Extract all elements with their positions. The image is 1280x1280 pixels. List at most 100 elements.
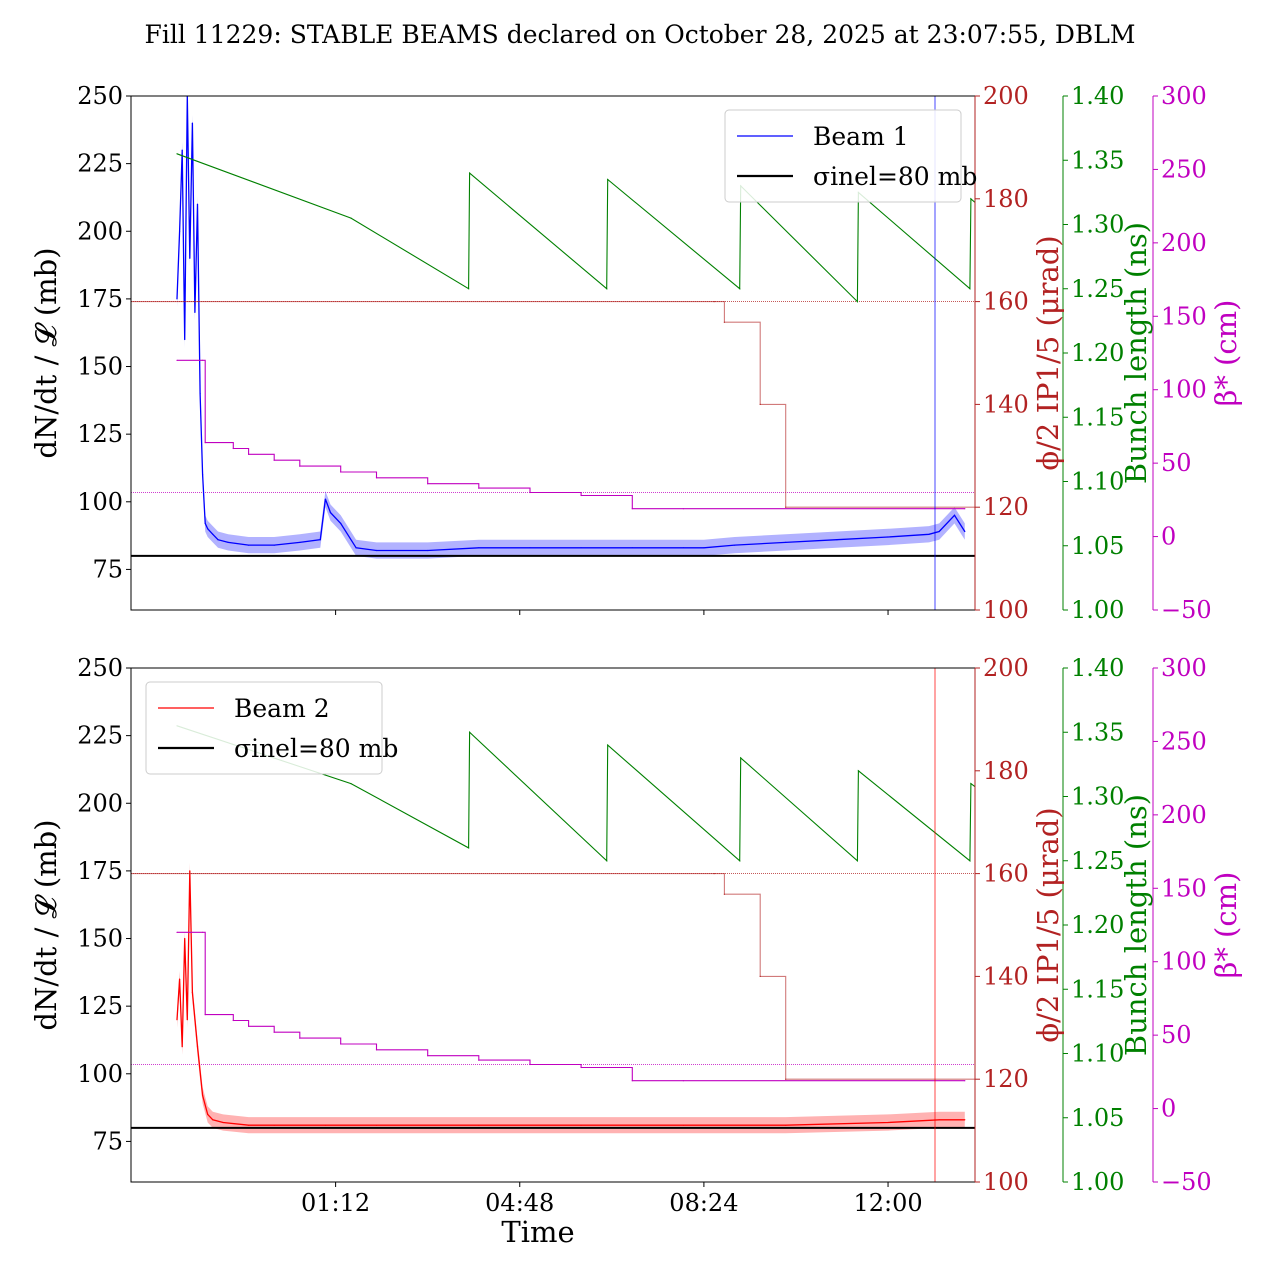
right-tick-label-beta: 100 xyxy=(1161,948,1207,976)
right-tick-label-crossing: 100 xyxy=(983,1168,1029,1196)
data-point xyxy=(713,873,715,875)
right-tick-label-bunch: 1.40 xyxy=(1071,654,1124,682)
right-tick-label-crossing: 160 xyxy=(983,288,1029,316)
series-group xyxy=(131,96,975,559)
data-point xyxy=(176,1019,178,1021)
data-point xyxy=(176,359,178,361)
x-tick-label: 04:48 xyxy=(485,1189,554,1217)
data-point xyxy=(179,230,181,232)
data-point xyxy=(723,893,726,895)
data-point xyxy=(340,1043,342,1045)
right-tick-label-beta: 0 xyxy=(1161,1095,1176,1123)
left-tick-label: 250 xyxy=(77,654,123,682)
left-tick-label: 125 xyxy=(77,992,123,1020)
right-tick-label-crossing: 140 xyxy=(983,962,1029,990)
data-point xyxy=(723,321,726,323)
data-point xyxy=(785,1124,787,1126)
series-line-crossing-angle xyxy=(131,301,975,508)
right-tick-label-bunch: 1.05 xyxy=(1071,1104,1124,1132)
data-point xyxy=(202,474,204,476)
data-point xyxy=(248,544,250,546)
data-point xyxy=(212,1119,214,1121)
data-point xyxy=(324,1124,326,1126)
right-tick-label-beta: 300 xyxy=(1161,82,1207,110)
right-tick-label-beta: 150 xyxy=(1161,874,1207,902)
right-axis-label-crossing: ϕ/2 IP1/5 (μrad) xyxy=(1031,807,1065,1042)
data-point xyxy=(469,172,471,174)
right-tick-label-beta: 250 xyxy=(1161,727,1207,755)
data-point xyxy=(964,1080,966,1082)
data-point xyxy=(631,508,633,510)
data-point xyxy=(248,453,250,455)
left-axis-label: dN/dt / 𝓛 (mb) xyxy=(29,819,63,1030)
right-tick-label-bunch: 1.05 xyxy=(1071,532,1124,560)
data-point xyxy=(856,860,859,862)
data-point xyxy=(375,1124,378,1126)
x-tick-label: 12:00 xyxy=(853,1189,922,1217)
left-tick-label: 75 xyxy=(92,1127,123,1155)
data-point xyxy=(350,783,352,785)
series-line-β- xyxy=(177,931,965,1082)
data-point xyxy=(427,483,429,485)
data-point xyxy=(953,514,956,516)
right-tick-label-beta: 0 xyxy=(1161,523,1176,551)
data-point xyxy=(739,860,741,862)
data-point xyxy=(631,547,633,549)
data-point xyxy=(607,744,609,746)
right-tick-label-beta: 200 xyxy=(1161,229,1207,257)
right-tick-label-bunch: 1.20 xyxy=(1071,339,1124,367)
data-point xyxy=(222,1121,224,1124)
right-tick-label-bunch: 1.10 xyxy=(1071,1040,1124,1068)
data-point xyxy=(196,1046,199,1048)
data-point xyxy=(740,757,742,759)
right-axis-label-bunch: Bunch length (ns) xyxy=(1119,222,1153,484)
right-tick-label-bunch: 1.00 xyxy=(1071,1168,1124,1196)
data-point xyxy=(713,301,715,303)
data-point xyxy=(478,547,480,549)
data-point xyxy=(580,494,582,497)
data-point xyxy=(529,1063,531,1066)
data-point xyxy=(191,992,193,994)
data-point xyxy=(273,1031,275,1033)
left-tick-label: 75 xyxy=(92,555,123,583)
right-tick-label-bunch: 1.30 xyxy=(1071,783,1124,811)
right-tick-label-crossing: 180 xyxy=(983,757,1029,785)
right-tick-label-beta: 200 xyxy=(1161,801,1207,829)
left-tick-label: 100 xyxy=(77,488,123,516)
right-tick-label-crossing: 140 xyxy=(983,390,1029,418)
data-point xyxy=(176,931,178,933)
data-point xyxy=(857,770,860,772)
data-point xyxy=(191,122,193,124)
right-tick-label-crossing: 200 xyxy=(983,82,1029,110)
right-tick-label-beta: 50 xyxy=(1161,1021,1192,1049)
data-point xyxy=(204,522,206,525)
data-point xyxy=(184,937,186,940)
data-point xyxy=(329,511,332,514)
data-point xyxy=(227,541,229,544)
data-point xyxy=(350,217,352,219)
data-point xyxy=(468,288,470,290)
data-point xyxy=(212,533,214,535)
data-point xyxy=(299,465,301,467)
right-tick-label-bunch: 1.15 xyxy=(1071,403,1124,431)
data-point xyxy=(887,1121,889,1124)
data-point xyxy=(207,528,209,530)
data-point xyxy=(887,536,889,538)
data-point xyxy=(204,442,206,444)
data-point xyxy=(631,1080,633,1082)
data-point xyxy=(785,541,787,544)
data-point xyxy=(836,539,838,541)
right-tick-label-bunch: 1.30 xyxy=(1071,211,1124,239)
series-line-bunch-length xyxy=(176,153,975,303)
data-point xyxy=(273,1124,275,1126)
data-point xyxy=(217,539,219,541)
data-point xyxy=(189,870,191,872)
data-point xyxy=(580,1066,582,1069)
data-point xyxy=(355,547,357,549)
data-point xyxy=(319,539,321,541)
left-tick-label: 150 xyxy=(77,925,123,953)
x-tick-label: 08:24 xyxy=(669,1189,738,1217)
data-point xyxy=(938,1119,940,1121)
data-point xyxy=(196,203,199,205)
